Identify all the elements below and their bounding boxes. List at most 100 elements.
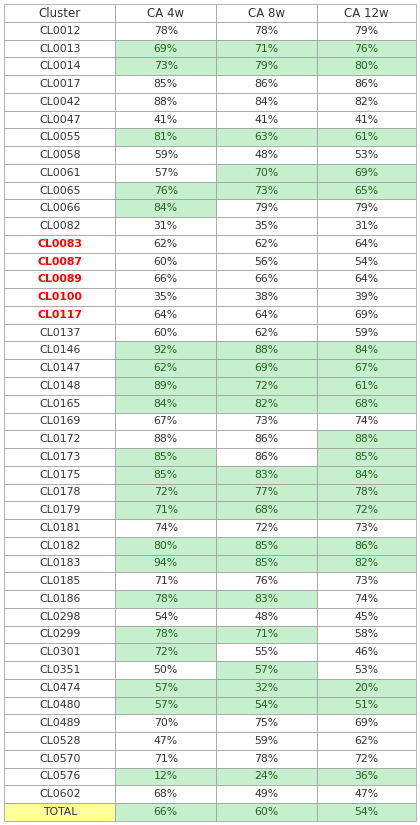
Bar <box>317 359 416 377</box>
Text: 61%: 61% <box>354 381 378 391</box>
Text: 64%: 64% <box>154 310 178 320</box>
Bar <box>216 448 317 466</box>
Bar <box>4 732 116 750</box>
Bar <box>216 306 317 323</box>
Text: 92%: 92% <box>154 346 178 356</box>
Text: CL0146: CL0146 <box>39 346 81 356</box>
Bar <box>216 252 317 271</box>
Text: 72%: 72% <box>354 505 378 515</box>
Bar <box>4 306 116 323</box>
Text: 69%: 69% <box>354 310 378 320</box>
Text: 48%: 48% <box>255 150 278 160</box>
Text: 46%: 46% <box>354 647 378 658</box>
Text: 85%: 85% <box>154 79 178 89</box>
Bar <box>116 625 216 644</box>
Bar <box>216 217 317 235</box>
Text: 79%: 79% <box>255 203 278 214</box>
Bar <box>317 164 416 182</box>
Bar <box>116 306 216 323</box>
Text: 73%: 73% <box>354 576 378 587</box>
Bar <box>116 714 216 732</box>
Text: CL0179: CL0179 <box>39 505 81 515</box>
Text: CL0182: CL0182 <box>39 540 81 550</box>
Bar <box>4 431 116 448</box>
Bar <box>216 342 317 359</box>
Text: 74%: 74% <box>354 417 378 427</box>
Bar <box>216 359 317 377</box>
Bar <box>317 306 416 323</box>
Bar <box>116 537 216 554</box>
Bar <box>216 288 317 306</box>
Bar <box>116 75 216 93</box>
Text: 70%: 70% <box>154 719 178 728</box>
Text: 41%: 41% <box>154 115 178 125</box>
Bar <box>116 182 216 200</box>
Bar <box>116 483 216 502</box>
Bar <box>317 129 416 146</box>
Bar <box>317 696 416 714</box>
Text: 77%: 77% <box>255 488 278 497</box>
Bar <box>216 661 317 679</box>
Bar <box>216 750 317 767</box>
Text: 35%: 35% <box>154 292 178 302</box>
Bar <box>116 644 216 661</box>
Bar <box>116 40 216 58</box>
Text: CL0012: CL0012 <box>39 26 81 35</box>
Bar <box>4 661 116 679</box>
Bar <box>317 271 416 288</box>
Text: 73%: 73% <box>354 523 378 533</box>
Bar <box>116 22 216 40</box>
Text: CL0298: CL0298 <box>39 611 81 622</box>
Text: CL0087: CL0087 <box>37 257 82 266</box>
Text: 35%: 35% <box>255 221 278 231</box>
Text: 73%: 73% <box>154 61 178 71</box>
Bar <box>216 803 317 821</box>
Text: 86%: 86% <box>354 540 378 550</box>
Bar <box>4 696 116 714</box>
Bar <box>4 200 116 217</box>
Bar <box>216 111 317 129</box>
Text: 12%: 12% <box>154 771 178 781</box>
Bar <box>216 696 317 714</box>
Text: 55%: 55% <box>255 647 278 658</box>
Text: 84%: 84% <box>354 469 378 479</box>
Text: 70%: 70% <box>255 167 279 178</box>
Bar <box>4 625 116 644</box>
Text: 88%: 88% <box>154 434 178 444</box>
Text: CL0047: CL0047 <box>39 115 81 125</box>
Text: 86%: 86% <box>255 79 278 89</box>
Text: 88%: 88% <box>354 434 378 444</box>
Text: 84%: 84% <box>255 97 278 106</box>
Bar <box>216 625 317 644</box>
Text: 86%: 86% <box>255 452 278 462</box>
Bar <box>116 164 216 182</box>
Text: 85%: 85% <box>255 540 278 550</box>
Bar <box>4 679 116 696</box>
Bar <box>4 252 116 271</box>
Text: 76%: 76% <box>154 186 178 196</box>
Text: 57%: 57% <box>154 700 178 710</box>
Text: CL0100: CL0100 <box>37 292 82 302</box>
Text: 60%: 60% <box>154 257 178 266</box>
Bar <box>216 271 317 288</box>
Text: 57%: 57% <box>154 167 178 178</box>
Bar <box>317 146 416 164</box>
Text: CA 12w: CA 12w <box>344 7 389 20</box>
Text: CL0082: CL0082 <box>39 221 81 231</box>
Text: 47%: 47% <box>154 736 178 746</box>
Bar <box>216 200 317 217</box>
Bar <box>4 58 116 75</box>
Text: 82%: 82% <box>354 559 378 568</box>
Text: 62%: 62% <box>255 238 278 249</box>
Text: 31%: 31% <box>354 221 378 231</box>
Bar <box>317 608 416 625</box>
Bar <box>317 661 416 679</box>
Text: 72%: 72% <box>255 381 278 391</box>
Bar <box>216 519 317 537</box>
Text: 68%: 68% <box>354 398 378 408</box>
Text: CL0351: CL0351 <box>39 665 81 675</box>
Bar <box>4 22 116 40</box>
Bar <box>317 394 416 412</box>
Text: 59%: 59% <box>354 328 378 337</box>
Bar <box>4 146 116 164</box>
